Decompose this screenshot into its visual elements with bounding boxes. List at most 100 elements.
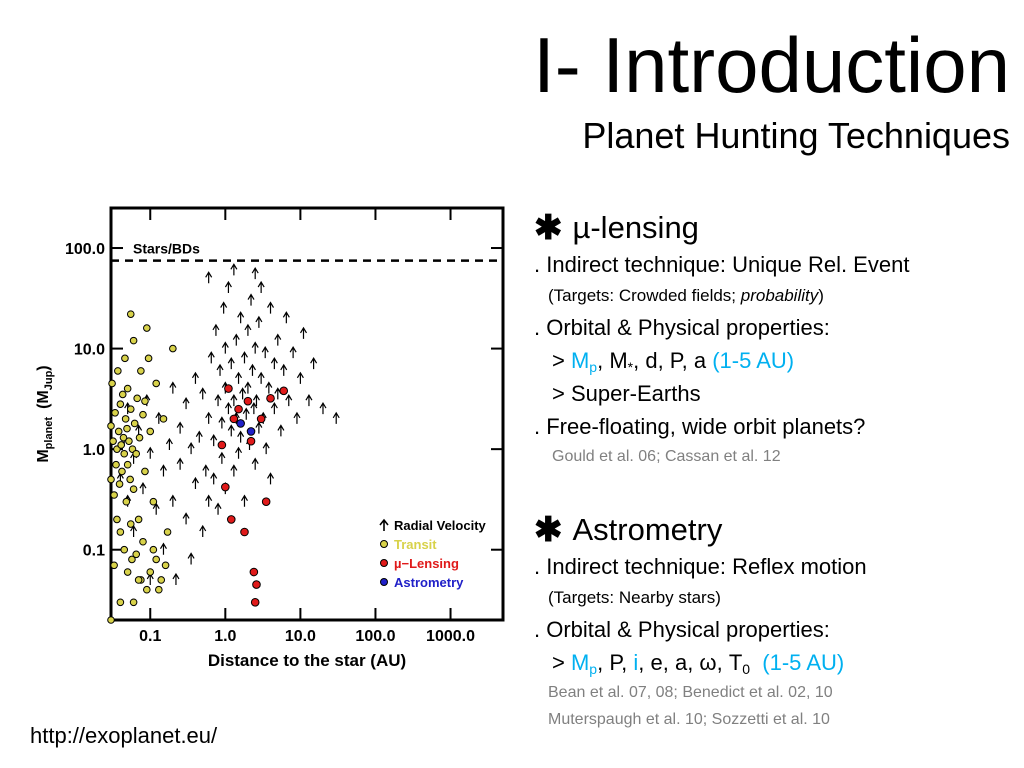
transit-point bbox=[161, 561, 170, 570]
rv-point bbox=[277, 424, 285, 437]
rv-point bbox=[218, 451, 226, 464]
plot-frame bbox=[109, 206, 505, 622]
rv-point bbox=[251, 266, 259, 280]
legend-transit: Transit bbox=[394, 537, 437, 552]
lensing-point bbox=[256, 414, 266, 424]
rv-point bbox=[207, 351, 215, 364]
y-tick-label: 100.0 bbox=[65, 241, 105, 258]
transit-point bbox=[141, 467, 149, 476]
rv-point bbox=[257, 371, 265, 384]
legend-lensing-marker bbox=[380, 559, 388, 567]
transit-point bbox=[159, 415, 168, 423]
rv-point bbox=[214, 502, 222, 515]
rv-point bbox=[299, 326, 308, 339]
y-axis-label: Mplanet (MJup) bbox=[35, 365, 55, 462]
lensing-point bbox=[234, 404, 243, 414]
rv-point bbox=[237, 430, 245, 443]
transit-point bbox=[110, 561, 118, 570]
astrometry-params: > Mp, P, i, e, a, ω, T0 (1-5 AU) bbox=[552, 650, 845, 677]
transit-point bbox=[134, 515, 143, 524]
transit-point bbox=[116, 598, 125, 607]
slide-subtitle: Planet Hunting Techniques bbox=[582, 115, 1010, 156]
lensing-point bbox=[279, 386, 289, 396]
rv-point bbox=[332, 411, 340, 424]
y-label-unit-sub: Jup bbox=[43, 370, 55, 390]
rv-point bbox=[296, 371, 304, 384]
transit-point bbox=[126, 475, 134, 484]
rv-point bbox=[218, 416, 226, 429]
transit-point bbox=[107, 616, 115, 624]
rv-point bbox=[289, 346, 297, 359]
transit-point bbox=[123, 568, 132, 576]
rv-point bbox=[205, 271, 213, 284]
lensing-heading: ✱ µ-lensing bbox=[534, 208, 1014, 248]
rv-point bbox=[176, 421, 184, 434]
rv-point bbox=[159, 464, 167, 477]
slide-title: I- Introduction bbox=[533, 21, 1010, 109]
rv-point bbox=[182, 397, 190, 410]
lensing-targets: (Targets: Crowded fields; probability) bbox=[548, 286, 824, 305]
legend-lensing: µ−Lensing bbox=[394, 556, 459, 571]
transit-point bbox=[111, 408, 119, 417]
transit-point bbox=[110, 491, 118, 499]
rv-point bbox=[248, 363, 256, 376]
y-axis-ticks: 0.1 1.0 10.0 100.0 bbox=[65, 241, 503, 560]
transit-point bbox=[113, 515, 121, 524]
y-label-unit: (M bbox=[35, 390, 52, 409]
rv-point bbox=[230, 263, 238, 276]
x-tick-label: 0.1 bbox=[139, 628, 161, 645]
transit-point bbox=[169, 344, 177, 353]
transit-point bbox=[155, 585, 163, 594]
transit-point bbox=[152, 379, 160, 388]
rv-point bbox=[227, 424, 235, 437]
rv-point bbox=[232, 333, 240, 346]
y-tick-label: 10.0 bbox=[74, 342, 105, 359]
rv-point bbox=[195, 430, 203, 443]
rv-point bbox=[199, 524, 207, 538]
transit-point bbox=[119, 433, 128, 442]
transit-point bbox=[130, 419, 139, 428]
rv-point bbox=[210, 472, 218, 485]
lensing-point bbox=[240, 527, 249, 537]
lensing-point bbox=[266, 394, 275, 403]
transit-point bbox=[125, 437, 133, 445]
transit-point bbox=[146, 568, 155, 576]
rv-point bbox=[230, 393, 238, 407]
rv-point bbox=[220, 301, 228, 314]
rv-point bbox=[159, 542, 167, 555]
lensing-point bbox=[250, 597, 260, 607]
transit-point bbox=[139, 410, 147, 419]
lensing-super-earths: > Super-Earths bbox=[552, 381, 701, 406]
transit-point bbox=[118, 467, 126, 476]
source-link[interactable]: http://exoplanet.eu/ bbox=[30, 723, 218, 748]
transit-point bbox=[107, 475, 115, 484]
rv-point bbox=[285, 393, 293, 407]
y-label-main: M bbox=[35, 449, 52, 462]
transit-point bbox=[143, 324, 151, 332]
transit-point bbox=[163, 528, 172, 536]
x-axis-ticks: 0.1 1.0 10.0 100.0 1000.0 bbox=[139, 208, 475, 645]
rv-point bbox=[319, 401, 327, 415]
transit-point bbox=[114, 367, 122, 375]
legend-astrometry: Astrometry bbox=[394, 575, 464, 590]
transit-point bbox=[152, 555, 160, 564]
transit-point bbox=[123, 424, 131, 433]
scatter-svg: Stars/BDs 0.1 1.0 10.0 100.0 1000.0 0.1 1.0 10… bbox=[35, 206, 505, 670]
legend-arrow-icon bbox=[379, 518, 389, 531]
lensing-point bbox=[261, 497, 271, 507]
lensing-point bbox=[226, 515, 236, 524]
rv-point bbox=[240, 351, 248, 364]
stars-bd-label: Stars/BDs bbox=[133, 241, 200, 257]
rv-point bbox=[255, 421, 263, 434]
rv-point bbox=[169, 381, 177, 394]
transit-point bbox=[112, 460, 120, 469]
transit-point bbox=[126, 405, 135, 413]
lensing-point bbox=[246, 436, 256, 446]
rv-point bbox=[169, 494, 177, 507]
rv-point bbox=[280, 363, 288, 376]
rv-point bbox=[224, 401, 232, 415]
asterisk-bullet-icon: ✱ bbox=[534, 511, 563, 549]
transit-point bbox=[149, 545, 158, 554]
transit-point bbox=[108, 379, 116, 388]
lensing-point bbox=[221, 482, 230, 492]
